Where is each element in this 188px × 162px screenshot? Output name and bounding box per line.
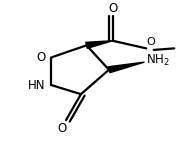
Text: O: O (58, 122, 67, 135)
Text: O: O (108, 2, 117, 15)
Text: HN: HN (28, 79, 45, 92)
Polygon shape (86, 41, 113, 48)
Text: O: O (146, 37, 155, 47)
Text: O: O (36, 51, 45, 64)
Polygon shape (108, 62, 144, 73)
Text: NH$_2$: NH$_2$ (146, 53, 170, 68)
